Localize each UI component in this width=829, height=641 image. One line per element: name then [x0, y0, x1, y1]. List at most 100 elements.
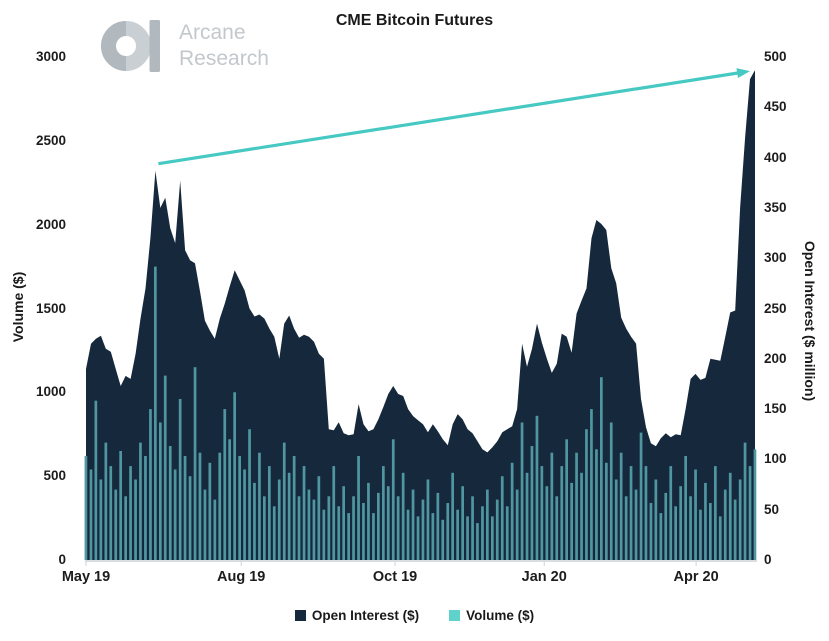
- volume-bar: [317, 476, 321, 560]
- volume-bar: [406, 509, 410, 560]
- volume-bar: [198, 452, 202, 560]
- volume-bar: [193, 367, 197, 560]
- volume-bar: [451, 472, 454, 560]
- volume-bar: [595, 449, 598, 560]
- volume-bar: [704, 482, 707, 560]
- y-right-tick-label: 200: [764, 350, 787, 366]
- volume-bar: [535, 415, 539, 560]
- volume-bar: [203, 489, 207, 560]
- volume-bar: [679, 486, 682, 560]
- volume-bar: [243, 469, 246, 560]
- volume-bar: [505, 506, 509, 560]
- logo-text: Arcane Research: [179, 20, 269, 72]
- y-right-tick-label: 50: [764, 501, 780, 517]
- volume-bar: [178, 399, 182, 560]
- volume-bar: [431, 513, 435, 560]
- volume-bar: [377, 492, 380, 560]
- y-left-tick-label: 3000: [35, 49, 66, 64]
- volume-bar: [575, 452, 578, 560]
- volume-bar: [362, 503, 365, 560]
- volume-bar: [342, 486, 345, 560]
- trend-arrow-head: [736, 68, 751, 79]
- volume-bar: [104, 442, 108, 560]
- volume-bar: [218, 452, 222, 560]
- volume-bar: [555, 496, 559, 560]
- volume-bar: [723, 489, 727, 560]
- volume-bar: [268, 466, 271, 560]
- volume-bar: [600, 377, 603, 560]
- y-right-tick-label: 400: [764, 149, 787, 165]
- legend-item-open-interest: Open Interest ($): [294, 608, 419, 623]
- volume-bar: [605, 462, 608, 560]
- volume-bar: [565, 439, 568, 560]
- volume-bar: [144, 456, 147, 560]
- y-left-tick-label: 0: [58, 552, 66, 567]
- volume-bar: [391, 439, 395, 560]
- volume-bar: [352, 496, 355, 560]
- logo-line2: Research: [179, 47, 269, 70]
- y-right-tick-label: 350: [764, 199, 787, 215]
- volume-bar: [590, 409, 593, 560]
- volume-bar: [84, 456, 88, 560]
- volume-bar: [743, 442, 747, 560]
- volume-bars: [84, 266, 757, 560]
- y-right-tick-label: 300: [764, 250, 787, 266]
- volume-bar: [580, 472, 583, 560]
- volume-bar: [386, 486, 390, 560]
- volume-bar: [89, 469, 93, 560]
- y-left-tick-label: 1500: [35, 300, 66, 316]
- volume-bar: [382, 466, 385, 560]
- volume-bar: [714, 466, 717, 560]
- volume-bar: [163, 375, 167, 560]
- volume-bar: [129, 466, 132, 560]
- volume-bar: [253, 482, 256, 560]
- volume-bar: [753, 449, 757, 560]
- volume-bar: [119, 451, 122, 560]
- trend-arrow-line: [158, 71, 741, 166]
- volume-bar: [421, 499, 425, 560]
- volume-bar: [109, 466, 113, 560]
- volume-bar: [684, 456, 687, 560]
- y-right-tick-label: 500: [764, 49, 787, 64]
- volume-bar: [674, 506, 677, 560]
- volume-bar: [337, 506, 341, 560]
- y-right-tick-label: 150: [764, 401, 787, 417]
- volume-bar: [183, 456, 187, 560]
- volume-bar: [530, 446, 534, 560]
- volume-bar: [609, 422, 613, 560]
- volume-bar: [466, 516, 469, 560]
- volume-swatch: [449, 610, 461, 621]
- volume-bar: [441, 519, 445, 560]
- chart-title: CME Bitcoin Futures: [335, 12, 494, 29]
- volume-bar: [282, 442, 286, 560]
- volume-bar: [446, 503, 450, 560]
- volume-bar: [629, 466, 633, 560]
- volume-bar: [322, 509, 326, 560]
- x-tick-label: Oct 19: [372, 569, 418, 585]
- y-left-tick-label: 2000: [35, 216, 66, 232]
- volume-bar: [159, 422, 162, 560]
- volume-bar: [173, 469, 177, 560]
- y-right-tick-label: 250: [764, 300, 787, 316]
- volume-bar: [476, 523, 479, 560]
- volume-bar: [347, 513, 350, 560]
- volume-bar: [694, 469, 697, 560]
- legend-item-volume: Volume ($): [449, 608, 534, 623]
- volume-bar: [367, 482, 370, 560]
- volume-bar: [748, 466, 752, 560]
- volume-bar: [287, 472, 291, 560]
- y-left-tick-label: 1000: [35, 384, 66, 400]
- volume-bar: [149, 409, 152, 560]
- volume-bar: [634, 489, 638, 560]
- volume-bar: [585, 429, 588, 560]
- volume-bar: [277, 479, 281, 560]
- y-right-tick-label: 100: [764, 451, 787, 467]
- volume-bar: [124, 496, 127, 560]
- x-tick-label: Jan 20: [521, 569, 567, 585]
- volume-bar: [258, 452, 261, 560]
- volume-bar: [272, 506, 276, 560]
- volume-bar: [689, 496, 692, 560]
- volume-bar: [332, 466, 336, 560]
- y-left-tick-label: 500: [43, 468, 66, 484]
